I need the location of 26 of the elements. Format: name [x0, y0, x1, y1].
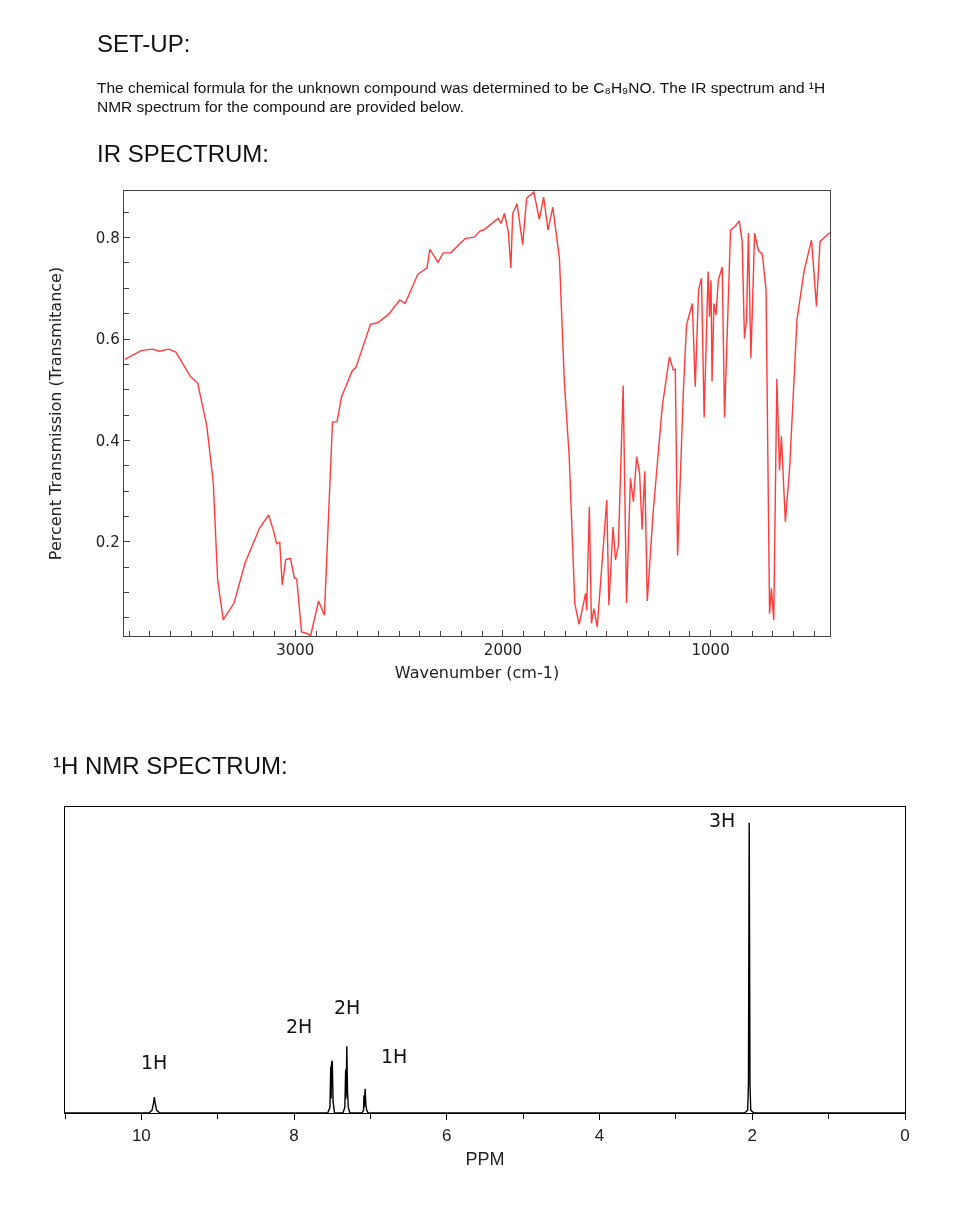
y-axis-title: Percent Transmission (Transmitance): [45, 266, 65, 561]
x-tick-label: 1000: [691, 641, 730, 660]
annotation: 2H: [286, 1015, 313, 1037]
text: The chemical formula for the unknown compound was determined to be C₈H₉NO. The IR spectrum and ¹H NMR spectrum for the compound are provided below.: [97, 78, 827, 116]
x-tick-label: 0: [900, 1125, 910, 1145]
annotation: 1H: [141, 1051, 168, 1073]
annotation: 1H: [381, 1045, 408, 1067]
y-tick-label: 0.8: [95, 228, 120, 247]
x-axis-title: Wavenumber (cm-1): [394, 662, 560, 682]
x-tick-label: 10: [131, 1125, 151, 1145]
x-tick-label: 2: [747, 1125, 757, 1145]
x-tick-label: 6: [442, 1125, 452, 1145]
y-tick-label: 0.6: [95, 330, 120, 349]
x-tick-label: 3000: [276, 641, 315, 660]
x-tick-label: 2000: [483, 641, 523, 660]
x-tick-label: 4: [594, 1125, 605, 1145]
chart-title: IR SPECTRUM:: [97, 140, 270, 168]
line-series: [124, 191, 830, 636]
text: SET-UP:: [97, 30, 191, 58]
chart-title: ¹H NMR SPECTRUM:: [53, 752, 288, 780]
x-tick-label: 8: [289, 1125, 299, 1145]
y-tick-label: 0.4: [95, 431, 120, 450]
x-axis-title: PPM: [465, 1148, 505, 1169]
y-tick-label: 0.2: [95, 532, 120, 551]
annotation: 3H: [709, 809, 736, 831]
annotation: 2H: [334, 996, 361, 1018]
